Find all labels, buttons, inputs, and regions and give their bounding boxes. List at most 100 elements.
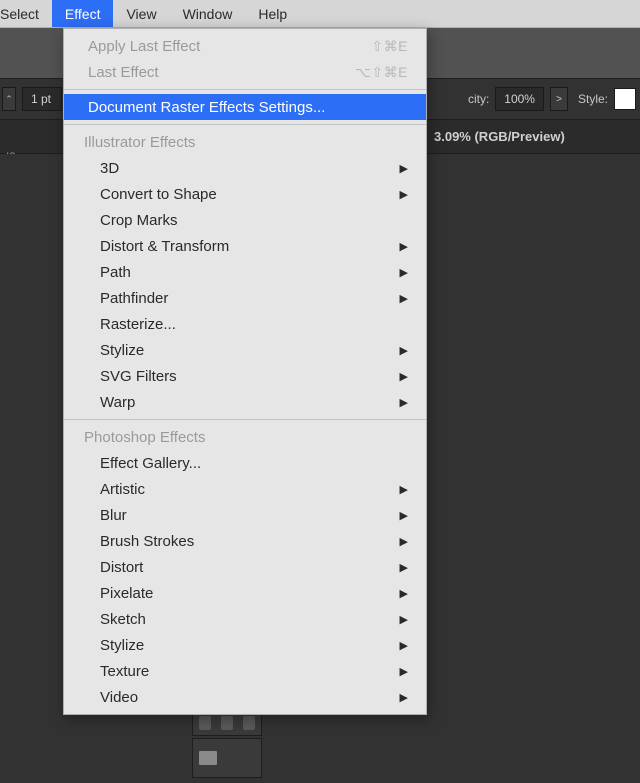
chevron-right-icon: ▶ [400,240,408,253]
menu-item-distort[interactable]: Distort ▶ [64,554,426,580]
menu-separator [64,89,426,90]
menu-item-pathfinder[interactable]: Pathfinder▶ [64,285,426,311]
menu-item-label: Pathfinder [100,290,392,307]
menu-section-illustrator-effects: Illustrator Effects [64,129,426,155]
panel-icon [199,716,211,730]
chevron-right-icon: ▶ [400,587,408,600]
chevron-right-icon: ▶ [400,483,408,496]
menu-item-effect-gallery[interactable]: Effect Gallery... [64,450,426,476]
menu-section-label: Photoshop Effects [84,429,408,446]
menu-item-label: Artistic [100,481,392,498]
menu-help[interactable]: Help [245,0,300,27]
menu-view[interactable]: View [113,0,169,27]
menu-item-label: Stylize [100,637,392,654]
chevron-right-icon: ▶ [400,691,408,704]
menu-item-rasterize[interactable]: Rasterize... [64,311,426,337]
menu-item-label: Document Raster Effects Settings... [88,99,408,116]
toolbar-right: city: 100% > Style: [468,87,640,111]
menu-item-video[interactable]: Video ▶ [64,684,426,710]
menu-item-convert-to-shape[interactable]: Convert to Shape ▶ [64,181,426,207]
style-label: Style: [578,92,608,106]
stroke-group: ⌃ 1 pt [2,87,62,111]
menu-item-label: Last Effect [88,64,355,81]
menu-item-pixelate[interactable]: Pixelate ▶ [64,580,426,606]
menu-item-label: Sketch [100,611,392,628]
chevron-right-icon: ▶ [400,266,408,279]
chevron-right-icon: ▶ [400,535,408,548]
menu-label: Effect [65,6,101,22]
menu-label: Window [183,6,233,22]
chevron-right-icon: ▶ [400,613,408,626]
panel-row-artboard[interactable] [192,738,262,778]
menu-item-artistic[interactable]: Artistic ▶ [64,476,426,502]
menu-item-label: SVG Filters [100,368,392,385]
chevron-right-icon: ▶ [400,509,408,522]
menu-item-label: Rasterize... [100,316,408,333]
stroke-width-input[interactable]: 1 pt [22,87,62,111]
menu-item-document-raster-effects-settings[interactable]: Document Raster Effects Settings... [64,94,426,120]
panel-icon [243,716,255,730]
menu-item-shortcut: ⌥⇧⌘E [355,64,408,81]
menu-item-label: Pixelate [100,585,392,602]
menu-label: Select [0,6,39,22]
menu-item-shortcut: ⇧⌘E [371,38,408,55]
menu-item-crop-marks[interactable]: Crop Marks [64,207,426,233]
menu-item-label: Crop Marks [100,212,408,229]
menu-item-path[interactable]: Path ▶ [64,259,426,285]
menu-item-label: Video [100,689,392,706]
opacity-flyout-button[interactable]: > [550,87,568,111]
menu-item-sketch[interactable]: Sketch ▶ [64,606,426,632]
menu-item-texture[interactable]: Texture ▶ [64,658,426,684]
opacity-label: city: [468,92,489,106]
stroke-stepper-icon[interactable]: ⌃ [2,87,16,111]
effect-menu-dropdown: Apply Last Effect ⇧⌘E Last Effect ⌥⇧⌘E D… [63,28,427,715]
menu-item-label: Convert to Shape [100,186,392,203]
menu-label: View [126,6,156,22]
menu-item-last-effect: Last Effect ⌥⇧⌘E [64,59,426,85]
menu-item-label: Stylize [100,342,392,359]
menu-item-3d[interactable]: 3D ▶ [64,155,426,181]
chevron-right-icon: ▶ [400,344,408,357]
chevron-right-icon: ▶ [400,188,408,201]
chevron-right-icon: ▶ [400,370,408,383]
opacity-input[interactable]: 100% [495,87,544,111]
panel-icon [221,716,233,730]
menu-item-label: Apply Last Effect [88,38,371,55]
document-tab[interactable]: 3.09% (RGB/Preview) [420,120,579,153]
menu-item-label: Distort [100,559,392,576]
menu-item-svg-filters[interactable]: SVG Filters ▶ [64,363,426,389]
menu-item-warp[interactable]: Warp ▶ [64,389,426,415]
menu-separator [64,124,426,125]
menu-item-blur[interactable]: Blur ▶ [64,502,426,528]
menu-item-distort-transform[interactable]: Distort & Transform ▶ [64,233,426,259]
menu-item-label: Blur [100,507,392,524]
menu-item-label: Path [100,264,392,281]
menu-item-brush-strokes[interactable]: Brush Strokes ▶ [64,528,426,554]
menu-item-label: Warp [100,394,392,411]
menu-effect[interactable]: Effect [52,0,114,27]
menu-item-stylize[interactable]: Stylize ▶ [64,337,426,363]
chevron-right-icon: ▶ [400,639,408,652]
menu-item-label: 3D [100,160,392,177]
menu-label: Help [258,6,287,22]
menu-item-stylize[interactable]: Stylize ▶ [64,632,426,658]
menu-section-label: Illustrator Effects [84,134,408,151]
artboard-icon [199,751,217,765]
menu-item-label: Brush Strokes [100,533,392,550]
chevron-right-icon: ▶ [400,396,408,409]
menu-window[interactable]: Window [170,0,246,27]
chevron-right-icon: > [556,94,562,105]
menubar: Select Effect View Window Help [0,0,640,28]
chevron-right-icon: ▶ [400,561,408,574]
menu-select[interactable]: Select [0,0,52,27]
chevron-right-icon: ▶ [400,162,408,175]
menu-item-apply-last-effect: Apply Last Effect ⇧⌘E [64,33,426,59]
menu-item-label: Effect Gallery... [100,455,408,472]
chevron-right-icon: ▶ [400,665,408,678]
menu-section-photoshop-effects: Photoshop Effects [64,424,426,450]
menu-item-label: Distort & Transform [100,238,392,255]
menu-item-label: Texture [100,663,392,680]
menu-separator [64,419,426,420]
document-tab-title: 3.09% (RGB/Preview) [434,129,565,144]
style-swatch[interactable] [614,88,636,110]
